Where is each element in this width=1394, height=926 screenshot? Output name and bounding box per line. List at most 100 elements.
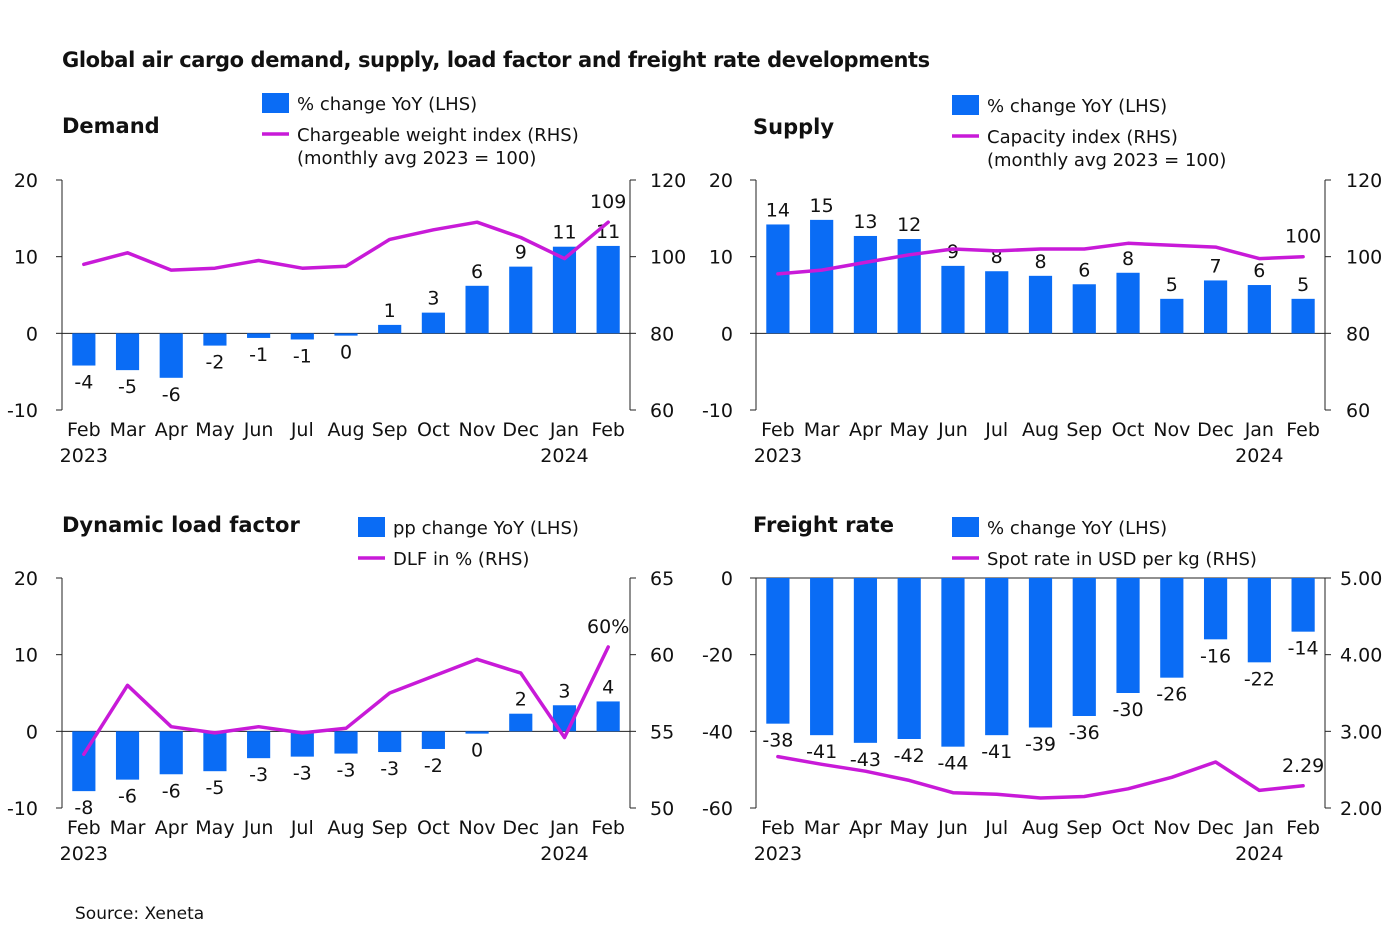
bar-data-label: -2	[205, 352, 224, 374]
bar	[1291, 578, 1315, 632]
bar-data-label: 6	[1078, 259, 1090, 281]
x-tick-label: May	[890, 817, 929, 839]
left-tick-label: -10	[7, 798, 38, 820]
bar	[1203, 280, 1228, 334]
bar	[1160, 298, 1184, 334]
bar-data-label: 7	[1210, 255, 1222, 277]
left-tick-label: 0	[721, 323, 733, 345]
right-tick-label: 60	[650, 400, 674, 422]
x-tick-label: Sep	[1066, 817, 1102, 839]
x-tick-label: Jul	[984, 817, 1008, 839]
bar	[465, 731, 489, 734]
bar	[203, 731, 227, 772]
bar	[72, 333, 96, 366]
bar-data-label: -6	[118, 786, 137, 808]
x-tick-label: Feb	[1286, 817, 1320, 839]
bar	[941, 265, 965, 334]
legend-line-label: Chargeable weight index (RHS)	[297, 125, 579, 146]
bar	[985, 271, 1009, 334]
x-tick-label: Feb	[1286, 419, 1320, 441]
source-note: Source: Xeneta	[75, 904, 205, 924]
x-tick-label: Feb	[67, 419, 101, 441]
bar-data-label: 9	[947, 241, 959, 263]
right-tick-label: 80	[1346, 323, 1370, 345]
bar	[1028, 578, 1053, 728]
bar	[509, 713, 533, 732]
legend-bar-label: pp change YoY (LHS)	[393, 518, 579, 539]
bar-data-label: -1	[249, 344, 268, 366]
bar	[465, 285, 489, 334]
bar	[203, 333, 227, 346]
x-tick-label: Mar	[110, 419, 146, 441]
chart-legend: % change YoY (LHS) Spot rate in USD per k…	[952, 517, 1257, 570]
bar-data-label: 11	[552, 222, 576, 244]
chart-title: Supply	[753, 115, 834, 139]
left-tick-label: 10	[14, 645, 38, 667]
x-tick-label: Dec	[502, 419, 539, 441]
bar-data-label: 3	[558, 680, 570, 702]
bar-data-label: -44	[937, 753, 968, 775]
bar-data-label: -39	[1025, 734, 1056, 756]
bar-data-label: 1	[384, 300, 396, 322]
bar	[378, 731, 402, 753]
bar-data-label: 13	[853, 211, 877, 233]
bar	[378, 324, 402, 334]
x-tick-label: Jan	[549, 419, 579, 441]
x-tick-label: Dec	[1197, 419, 1234, 441]
legend-bar-label: % change YoY (LHS)	[987, 96, 1167, 117]
right-tick-label: 65	[650, 568, 674, 590]
bar	[421, 312, 445, 334]
line-end-label: 109	[590, 191, 626, 213]
line-series	[776, 241, 1305, 276]
x-tick-label: Oct	[417, 419, 450, 441]
right-tick-label: 2.00	[1340, 798, 1382, 820]
x-tick-label: Aug	[327, 419, 364, 441]
bar	[290, 731, 314, 757]
legend-line-label-2: (monthly avg 2023 = 100)	[987, 150, 1226, 171]
left-tick-label: 20	[14, 568, 38, 590]
bar-data-label: -38	[762, 730, 793, 752]
x-tick-label: Nov	[459, 419, 496, 441]
left-tick-label: 0	[26, 323, 38, 345]
bar	[159, 731, 183, 775]
bar-data-label: 8	[1034, 251, 1046, 273]
bar-data-label: -3	[293, 763, 312, 785]
x-tick-label: Jul	[290, 817, 314, 839]
right-tick-label: 100	[650, 247, 686, 269]
x-tick-label: Aug	[1022, 817, 1059, 839]
right-tick-label: 60	[650, 645, 674, 667]
left-tick-label: 10	[14, 247, 38, 269]
line-series	[82, 645, 610, 757]
right-tick-label: 55	[650, 721, 674, 743]
bar	[596, 701, 620, 732]
bar	[552, 246, 577, 334]
bar	[1247, 285, 1271, 334]
supply-chart: Supply % change YoY (LHS) Capacity index (…	[702, 95, 1382, 467]
left-tick-label: -10	[7, 400, 38, 422]
bar	[509, 266, 533, 334]
bar	[1028, 275, 1053, 334]
right-tick-label: 100	[1346, 247, 1382, 269]
bar	[897, 239, 921, 334]
bar-data-label: -8	[74, 797, 93, 819]
bar	[290, 333, 314, 340]
x-tick-label: May	[195, 817, 234, 839]
bar-data-label: -30	[1113, 699, 1144, 721]
x-tick-label: Jun	[243, 419, 274, 441]
bar	[1116, 272, 1140, 334]
line-series	[82, 220, 610, 272]
bar-data-label: -22	[1244, 668, 1275, 690]
bar	[941, 578, 965, 747]
x-year-label: 2024	[540, 843, 588, 865]
x-tick-label: Jan	[549, 817, 579, 839]
x-tick-label: Mar	[804, 817, 840, 839]
x-tick-label: Jun	[937, 817, 968, 839]
x-tick-label: Feb	[761, 817, 795, 839]
bar	[596, 245, 620, 334]
x-year-label: 2023	[60, 445, 108, 467]
x-tick-label: Mar	[804, 419, 840, 441]
chart-title: Dynamic load factor	[62, 513, 300, 537]
bar	[985, 578, 1009, 736]
left-tick-label: -10	[702, 400, 733, 422]
